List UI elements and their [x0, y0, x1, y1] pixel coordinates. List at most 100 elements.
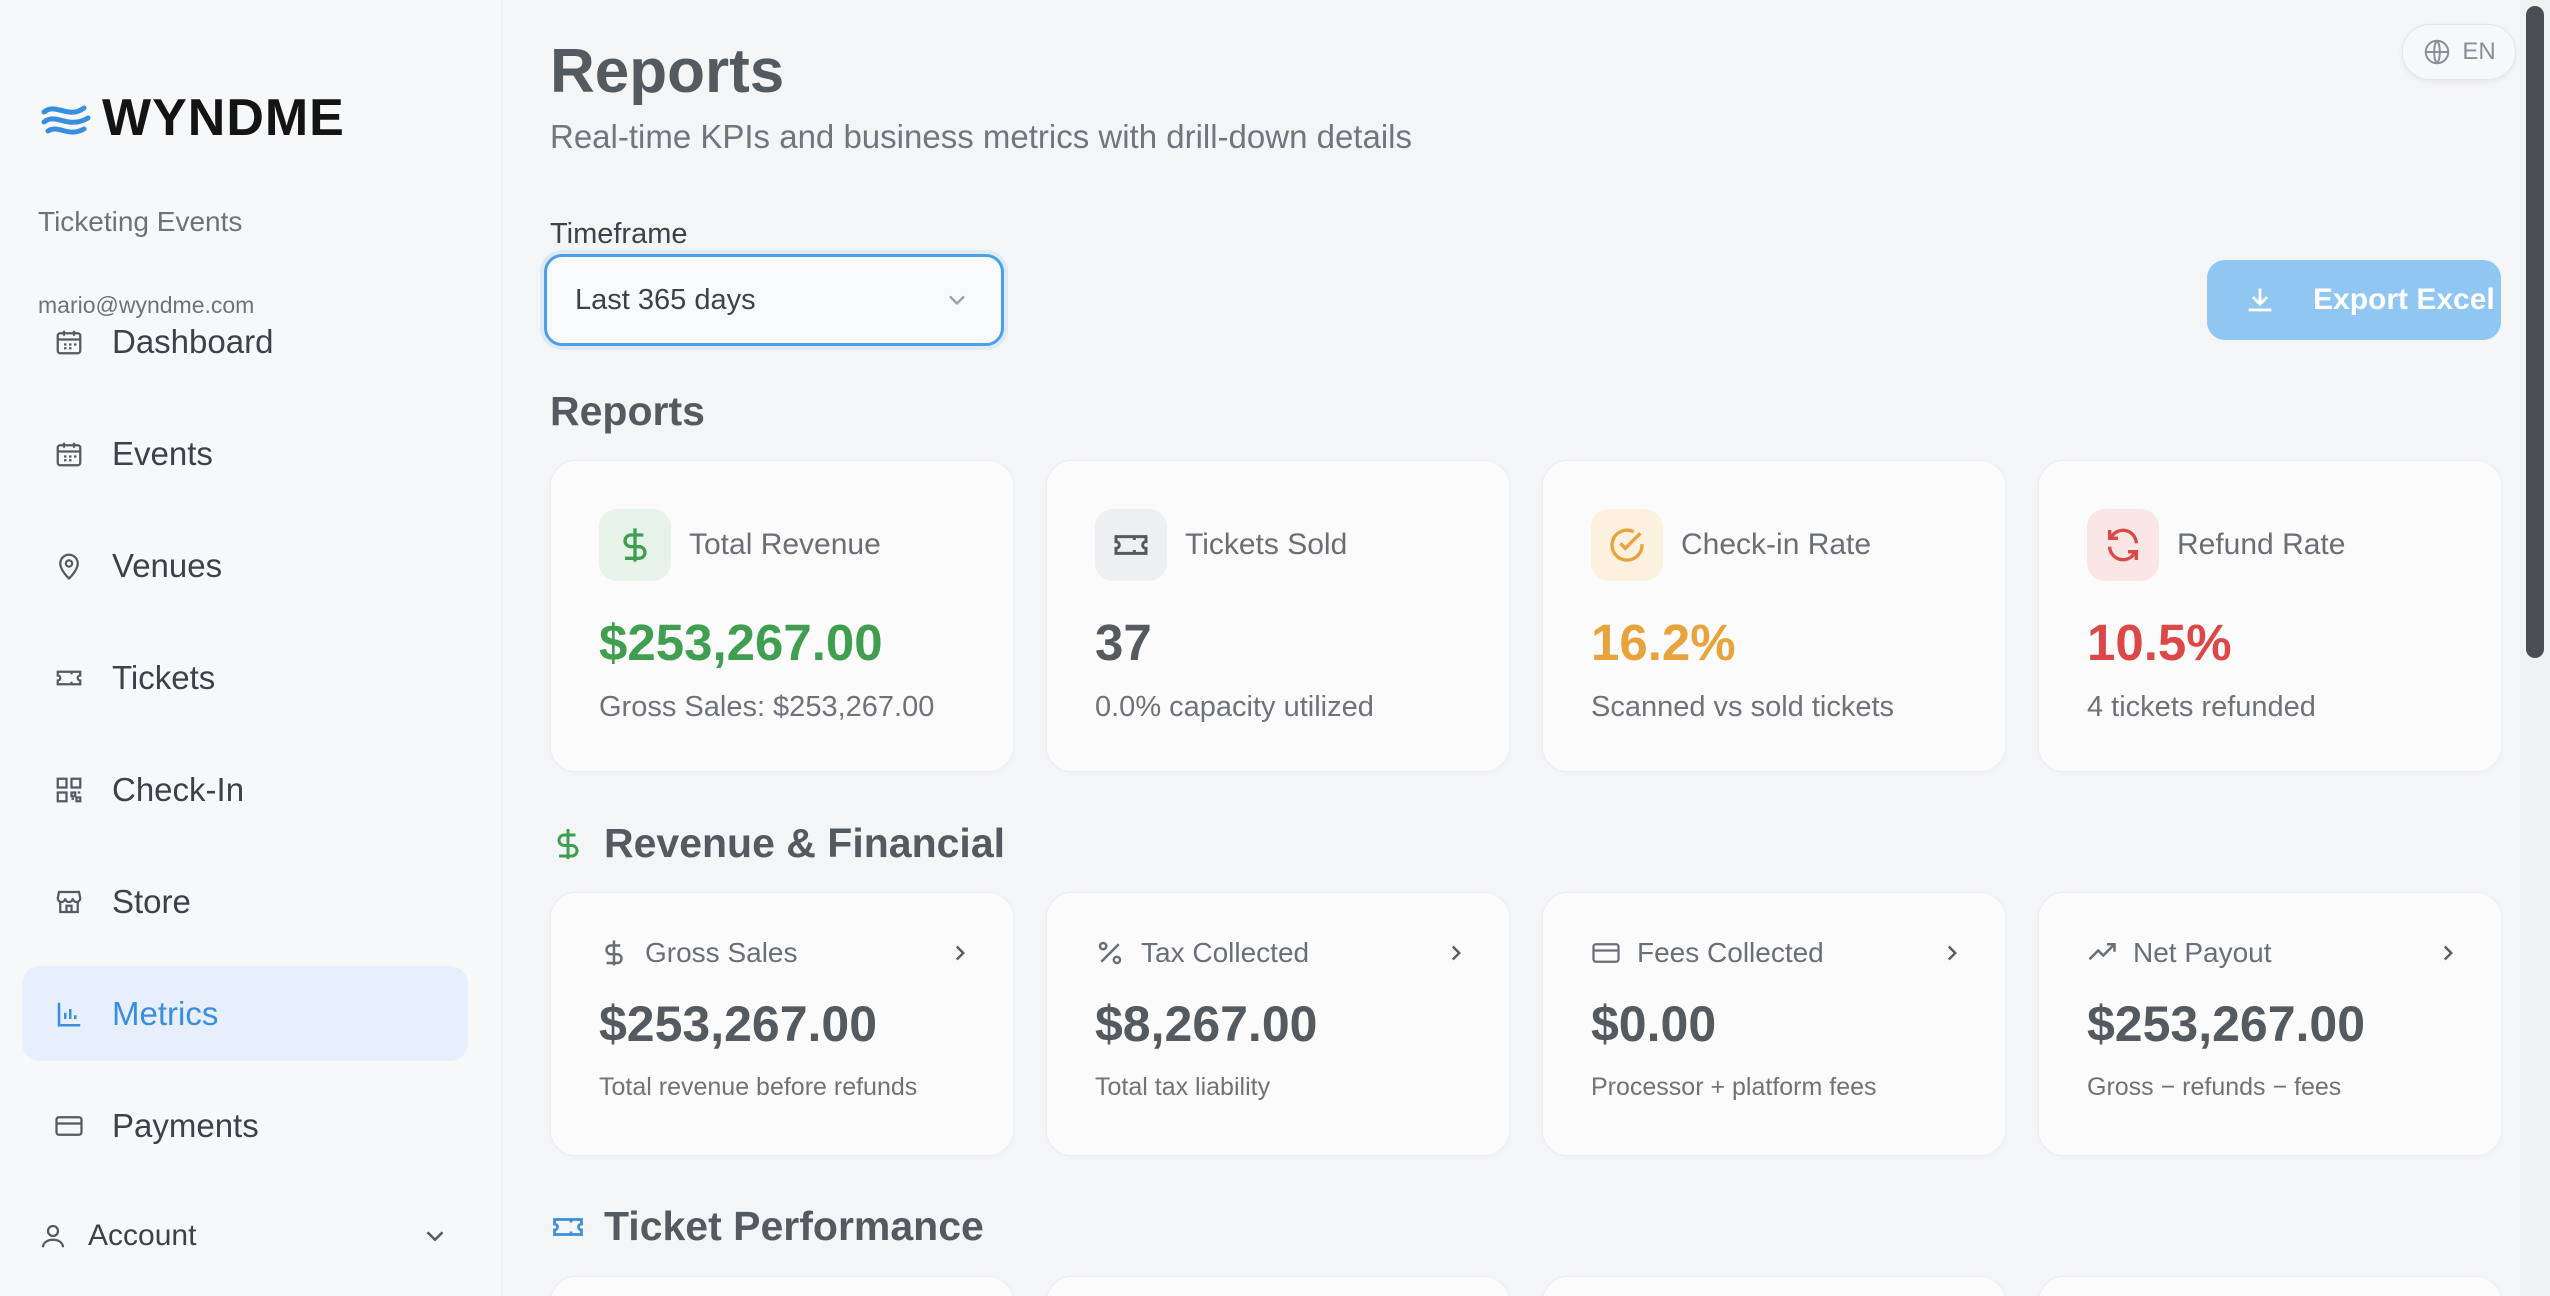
- section-title-text: Ticket Performance: [604, 1203, 984, 1249]
- kpi-card-total-revenue[interactable]: Total Revenue $253,267.00 Gross Sales: $…: [550, 460, 1014, 772]
- user-email: mario@wyndme.com: [38, 292, 255, 318]
- store-icon: [54, 887, 84, 917]
- dollar-icon: [599, 509, 671, 581]
- chevron-down-icon: [943, 286, 971, 314]
- sidebar-item-label: Events: [112, 434, 213, 472]
- sidebar-item-events[interactable]: Events: [22, 406, 468, 501]
- refresh-icon: [2087, 509, 2159, 581]
- sidebar-item-label: Store: [112, 882, 191, 920]
- kpi-subtext: Scanned vs sold tickets: [1591, 691, 1895, 723]
- ticket-performance-card[interactable]: [550, 1276, 1014, 1296]
- trending-up-icon: [2087, 938, 2117, 968]
- map-pin-icon: [54, 551, 84, 581]
- credit-card-icon: [54, 1111, 84, 1141]
- metric-title: Fees Collected: [1637, 937, 1824, 968]
- chevron-right-icon: [947, 940, 973, 966]
- kpi-subtext: 0.0% capacity utilized: [1095, 691, 1374, 723]
- metric-title: Gross Sales: [645, 937, 798, 968]
- sidebar-item-store[interactable]: Store: [22, 854, 468, 949]
- kpi-title: Refund Rate: [2177, 528, 2346, 561]
- sidebar-item-venues[interactable]: Venues: [22, 518, 468, 613]
- ticket-performance-card[interactable]: [1542, 1276, 2006, 1296]
- metric-value: $253,267.00: [2087, 996, 2366, 1052]
- ticket-icon: [550, 1209, 586, 1245]
- scrollbar-thumb[interactable]: [2526, 6, 2544, 658]
- chevron-right-icon: [2435, 940, 2461, 966]
- account-menu[interactable]: Account: [22, 1206, 468, 1266]
- kpi-subtext: 4 tickets refunded: [2087, 691, 2316, 723]
- ticket-performance-card[interactable]: [1046, 1276, 1510, 1296]
- sidebar-item-payments[interactable]: Payments: [22, 1078, 468, 1173]
- kpi-title: Tickets Sold: [1185, 528, 1348, 561]
- sidebar-item-label: Payments: [112, 1106, 259, 1144]
- page-subtitle: Real-time KPIs and business metrics with…: [550, 118, 1412, 155]
- sidebar-item-tickets[interactable]: Tickets: [22, 630, 468, 725]
- sidebar-item-label: Tickets: [112, 658, 216, 696]
- sidebar-item-label: Metrics: [112, 994, 219, 1032]
- chevron-right-icon: [1939, 940, 1965, 966]
- dollar-icon: [550, 826, 586, 862]
- section-title-text: Revenue & Financial: [604, 820, 1006, 866]
- dollar-icon: [599, 938, 629, 968]
- metric-title: Tax Collected: [1141, 937, 1310, 968]
- download-icon: [2243, 283, 2277, 317]
- sidebar-item-label: Dashboard: [112, 322, 274, 360]
- ticket-performance-section-title: Ticket Performance: [550, 1203, 984, 1250]
- metric-value: $0.00: [1591, 996, 1717, 1052]
- percent-icon: [1095, 938, 1125, 968]
- kpi-title: Total Revenue: [689, 528, 881, 561]
- metric-subtext: Total revenue before refunds: [599, 1073, 918, 1101]
- kpi-subtext: Gross Sales: $253,267.00: [599, 691, 935, 723]
- kpi-card-tickets-sold[interactable]: Tickets Sold 37 0.0% capacity utilized: [1046, 460, 1510, 772]
- language-switcher[interactable]: EN: [2402, 24, 2516, 80]
- kpi-card-refund-rate[interactable]: Refund Rate 10.5% 4 tickets refunded: [2038, 460, 2502, 772]
- sidebar-item-label: Check-In: [112, 770, 245, 808]
- user-icon: [38, 1221, 68, 1251]
- kpi-value: 16.2%: [1591, 614, 1736, 671]
- kpi-value: 37: [1095, 614, 1152, 671]
- timeframe-value: Last 365 days: [575, 283, 756, 316]
- section-title-text: Reports: [550, 388, 705, 434]
- sidebar: WYNDME Ticketing Events mario@wyndme.com…: [0, 0, 502, 1296]
- qr-code-icon: [54, 775, 84, 805]
- metric-card-fees-collected[interactable]: Fees Collected $0.00 Processor + platfor…: [1542, 892, 2006, 1156]
- bar-chart-icon: [54, 999, 84, 1029]
- metric-value: $8,267.00: [1095, 996, 1318, 1052]
- metric-subtext: Processor + platform fees: [1591, 1073, 1877, 1101]
- sidebar-item-metrics[interactable]: Metrics: [22, 966, 468, 1061]
- ticket-performance-card[interactable]: [2038, 1276, 2502, 1296]
- timeframe-label: Timeframe: [550, 218, 688, 250]
- metric-card-net-payout[interactable]: Net Payout $253,267.00 Gross − refunds −…: [2038, 892, 2502, 1156]
- page-scrollbar[interactable]: [2520, 0, 2550, 1296]
- metric-card-gross-sales[interactable]: Gross Sales $253,267.00 Total revenue be…: [550, 892, 1014, 1156]
- revenue-section-title: Revenue & Financial: [550, 820, 1005, 867]
- wind-icon: [40, 98, 98, 138]
- timeframe-select[interactable]: Last 365 days: [544, 254, 1004, 346]
- kpi-value: 10.5%: [2087, 614, 2232, 671]
- ticket-icon: [1095, 509, 1167, 581]
- export-excel-button[interactable]: Export Excel: [2207, 260, 2501, 340]
- metric-subtext: Total tax liability: [1095, 1073, 1271, 1101]
- kpi-title: Check-in Rate: [1681, 528, 1872, 561]
- chevron-down-icon: [420, 1221, 450, 1251]
- organization-name: Ticketing Events: [38, 206, 243, 237]
- calendar-icon: [54, 327, 84, 357]
- ticket-icon: [54, 663, 84, 693]
- check-circle-icon: [1591, 509, 1663, 581]
- kpi-card-check-in-rate[interactable]: Check-in Rate 16.2% Scanned vs sold tick…: [1542, 460, 2006, 772]
- account-label: Account: [88, 1219, 197, 1252]
- sidebar-item-label: Venues: [112, 546, 223, 584]
- brand-name: WYNDME: [102, 89, 345, 147]
- metric-subtext: Gross − refunds − fees: [2087, 1073, 2342, 1101]
- metric-card-tax-collected[interactable]: Tax Collected $8,267.00 Total tax liabil…: [1046, 892, 1510, 1156]
- export-label: Export Excel: [2313, 283, 2495, 316]
- kpi-section-title: Reports: [550, 388, 705, 435]
- page-title: Reports: [550, 37, 785, 106]
- globe-icon: [2422, 37, 2452, 67]
- calendar-icon: [54, 439, 84, 469]
- metric-title: Net Payout: [2133, 937, 2272, 968]
- sidebar-item-check-in[interactable]: Check-In: [22, 742, 468, 837]
- sidebar-item-dashboard[interactable]: Dashboard: [22, 294, 468, 389]
- language-code: EN: [2462, 38, 2496, 65]
- brand-logo[interactable]: WYNDME: [40, 88, 345, 148]
